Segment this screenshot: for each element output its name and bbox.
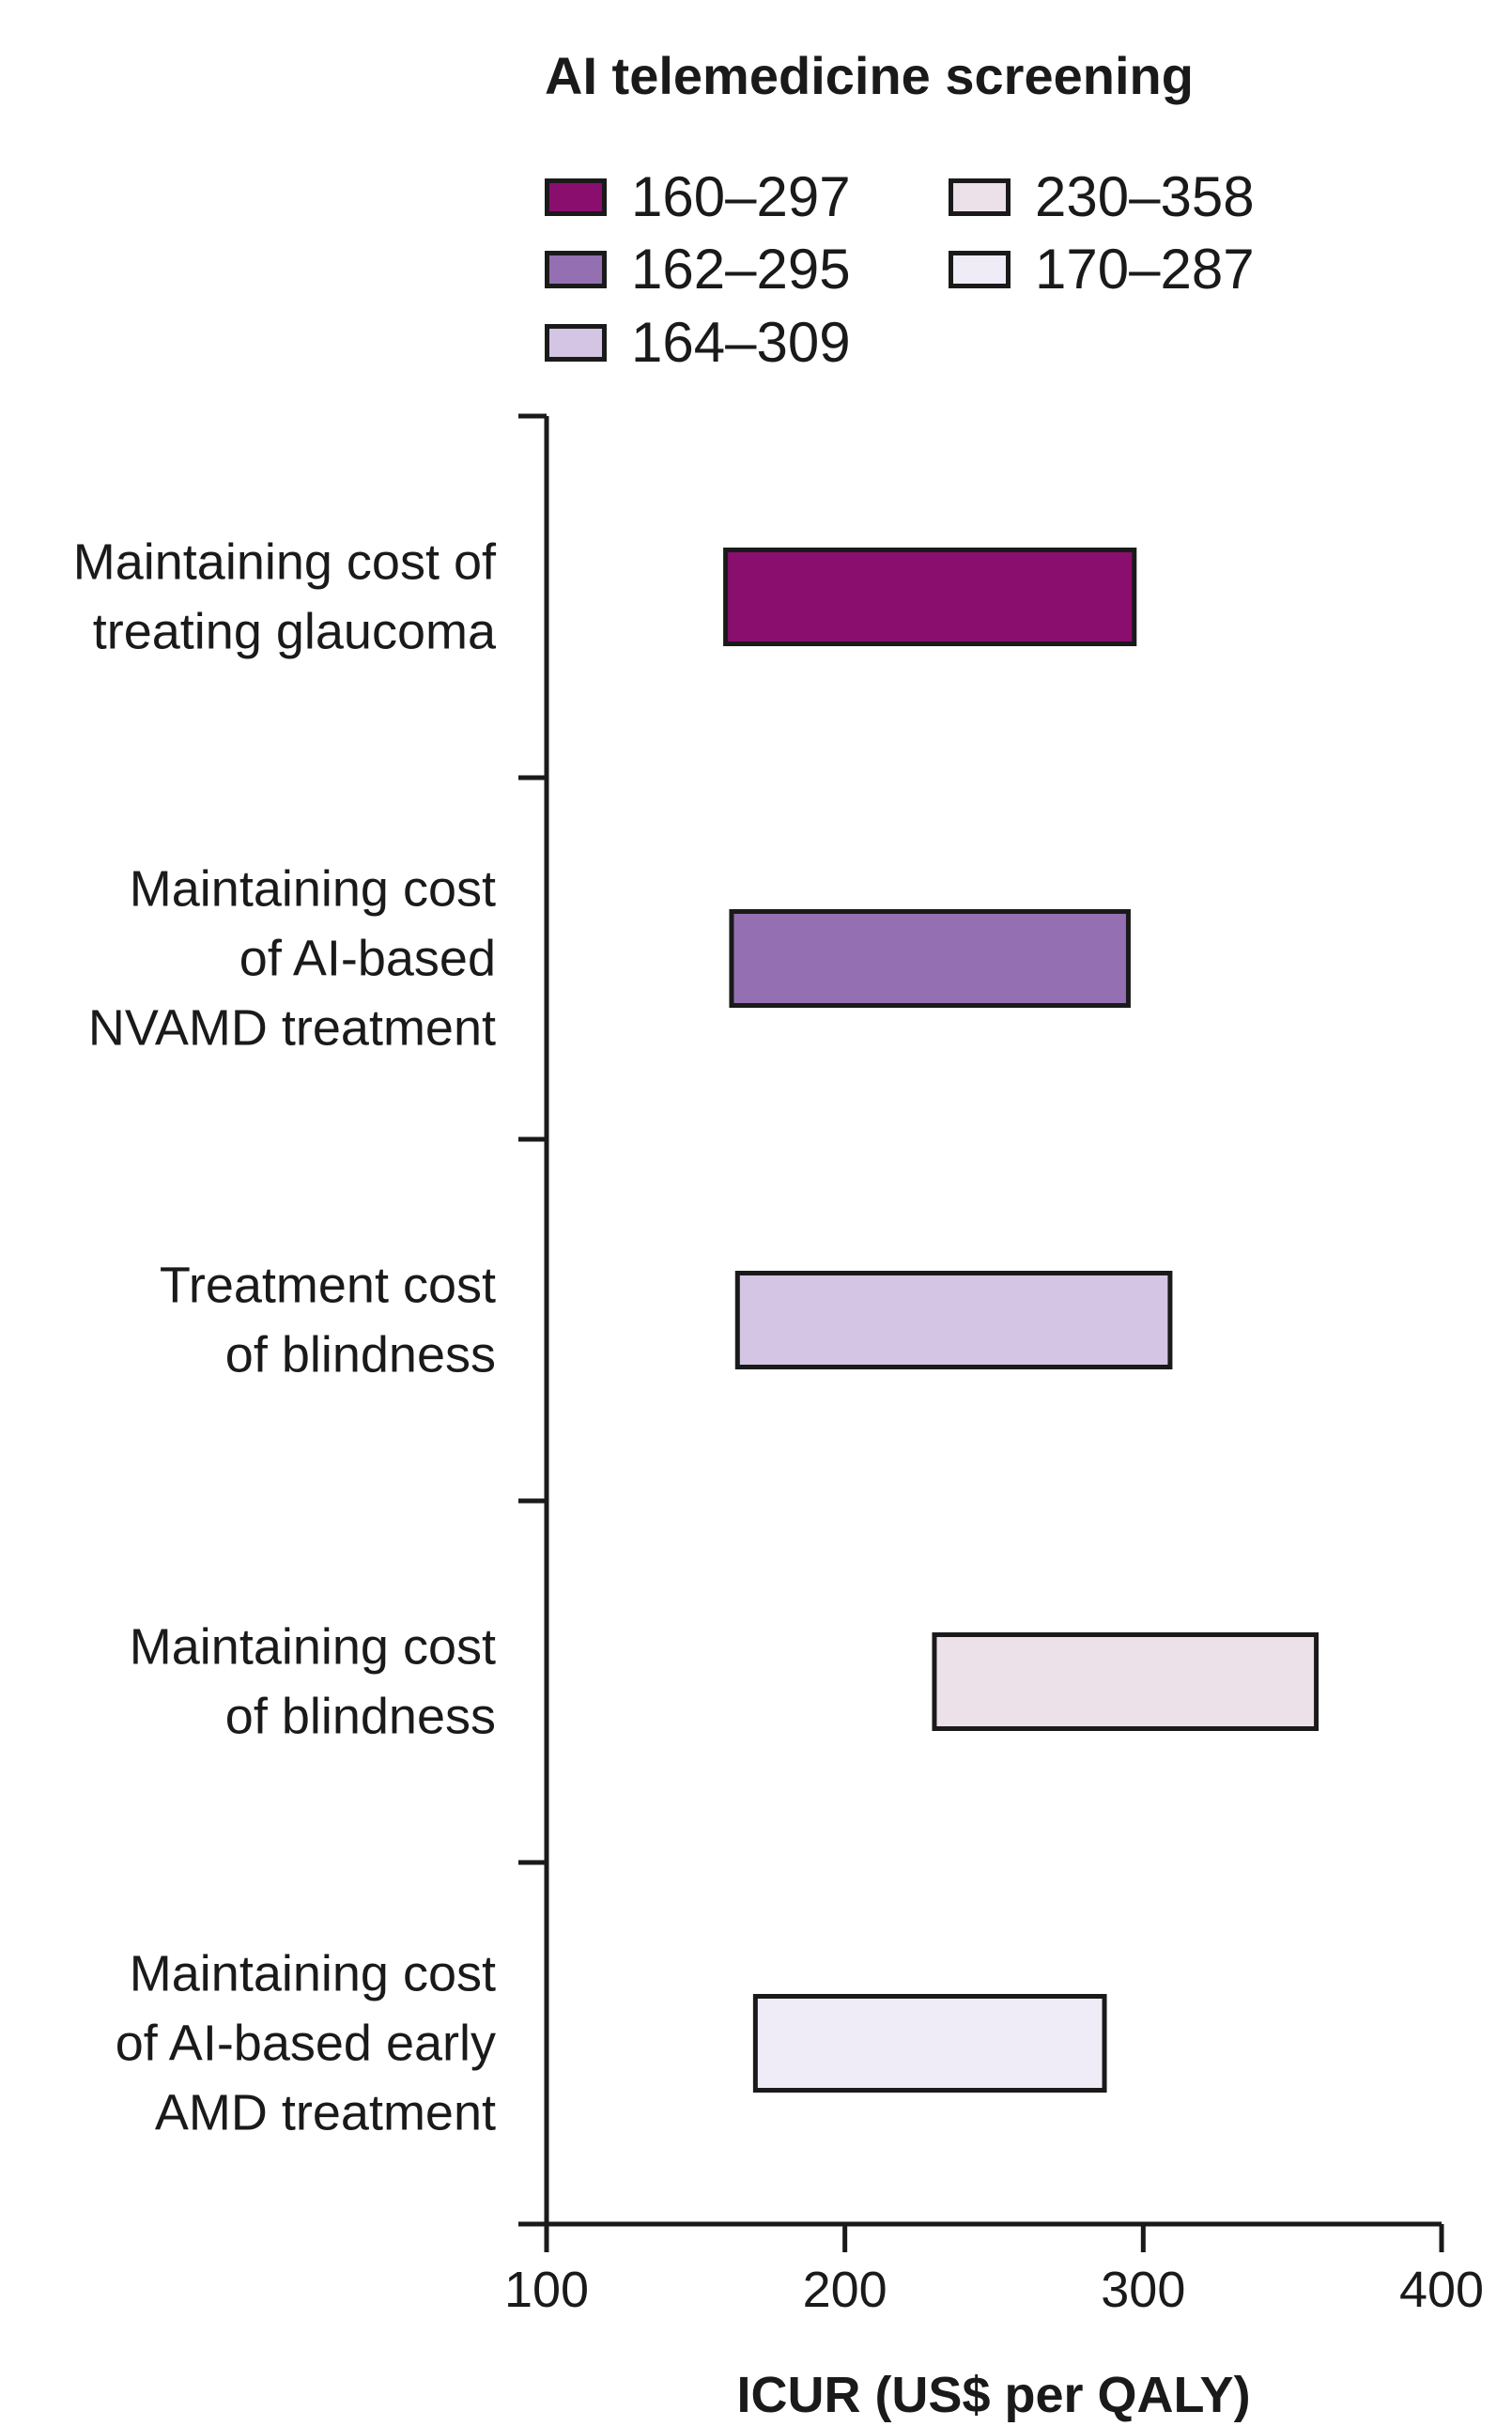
category-label: Maintaining cost [130, 1946, 496, 2002]
legend-swatch [545, 178, 607, 216]
x-axis-title: ICUR (US$ per QALY) [736, 2367, 1250, 2423]
legend-title: AI telemedicine screening [545, 46, 1194, 105]
legend-item: 162–295 [545, 237, 851, 301]
legend-label: 230–358 [1035, 165, 1255, 228]
legend-label: 164–309 [631, 311, 851, 374]
x-tick-label: 400 [1399, 2262, 1484, 2318]
range-bar [723, 548, 1137, 646]
legend-swatch [949, 250, 1011, 288]
category-label: of blindness [225, 1327, 496, 1383]
category-label: Maintaining cost [130, 1619, 496, 1676]
legend-swatch [949, 178, 1011, 216]
legend-item: 164–309 [545, 310, 851, 375]
category-label: NVAMD treatment [88, 1000, 496, 1057]
legend-item: 160–297 [545, 164, 851, 229]
category-label: Treatment cost [160, 1258, 496, 1314]
range-bar [932, 1632, 1319, 1731]
category-label: AMD treatment [155, 2085, 496, 2141]
range-bar [752, 1994, 1107, 2093]
legend-label: 162–295 [631, 238, 851, 301]
x-tick-label: 100 [504, 2262, 589, 2318]
legend-swatch [545, 323, 607, 362]
category-label: treating glaucoma [93, 604, 497, 660]
x-tick-label: 200 [803, 2262, 887, 2318]
category-label: Maintaining cost [130, 861, 496, 918]
legend-item: 230–358 [949, 164, 1255, 229]
x-tick-label: 300 [1101, 2262, 1185, 2318]
category-label: of AI-based [239, 931, 496, 987]
legend-item: 170–287 [949, 237, 1255, 301]
legend-swatch [545, 250, 607, 288]
range-bar [734, 1271, 1173, 1369]
category-label: Maintaining cost of [73, 534, 497, 591]
legend-label: 170–287 [1035, 238, 1255, 301]
category-label: of AI-based early [116, 2016, 496, 2072]
category-label: of blindness [225, 1689, 496, 1745]
range-bar [729, 909, 1131, 1008]
legend-label: 160–297 [631, 165, 851, 228]
